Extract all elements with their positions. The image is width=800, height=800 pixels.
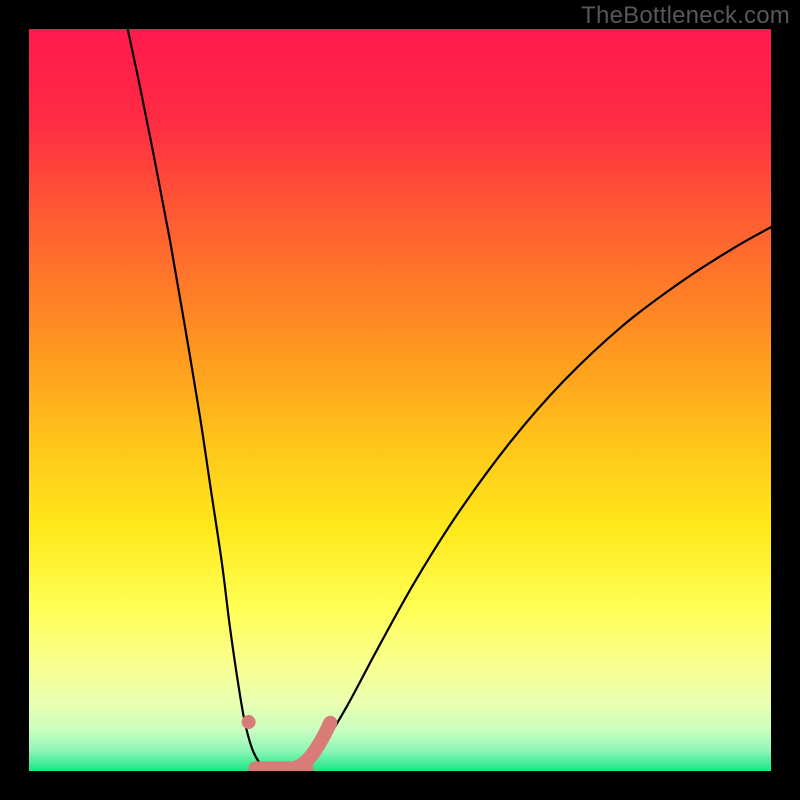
overlay-dot <box>242 715 256 729</box>
watermark-text: TheBottleneck.com <box>581 2 790 30</box>
gradient-background <box>29 29 771 771</box>
bottleneck-chart-svg <box>0 0 800 800</box>
chart-root: TheBottleneck.com <box>0 0 800 800</box>
